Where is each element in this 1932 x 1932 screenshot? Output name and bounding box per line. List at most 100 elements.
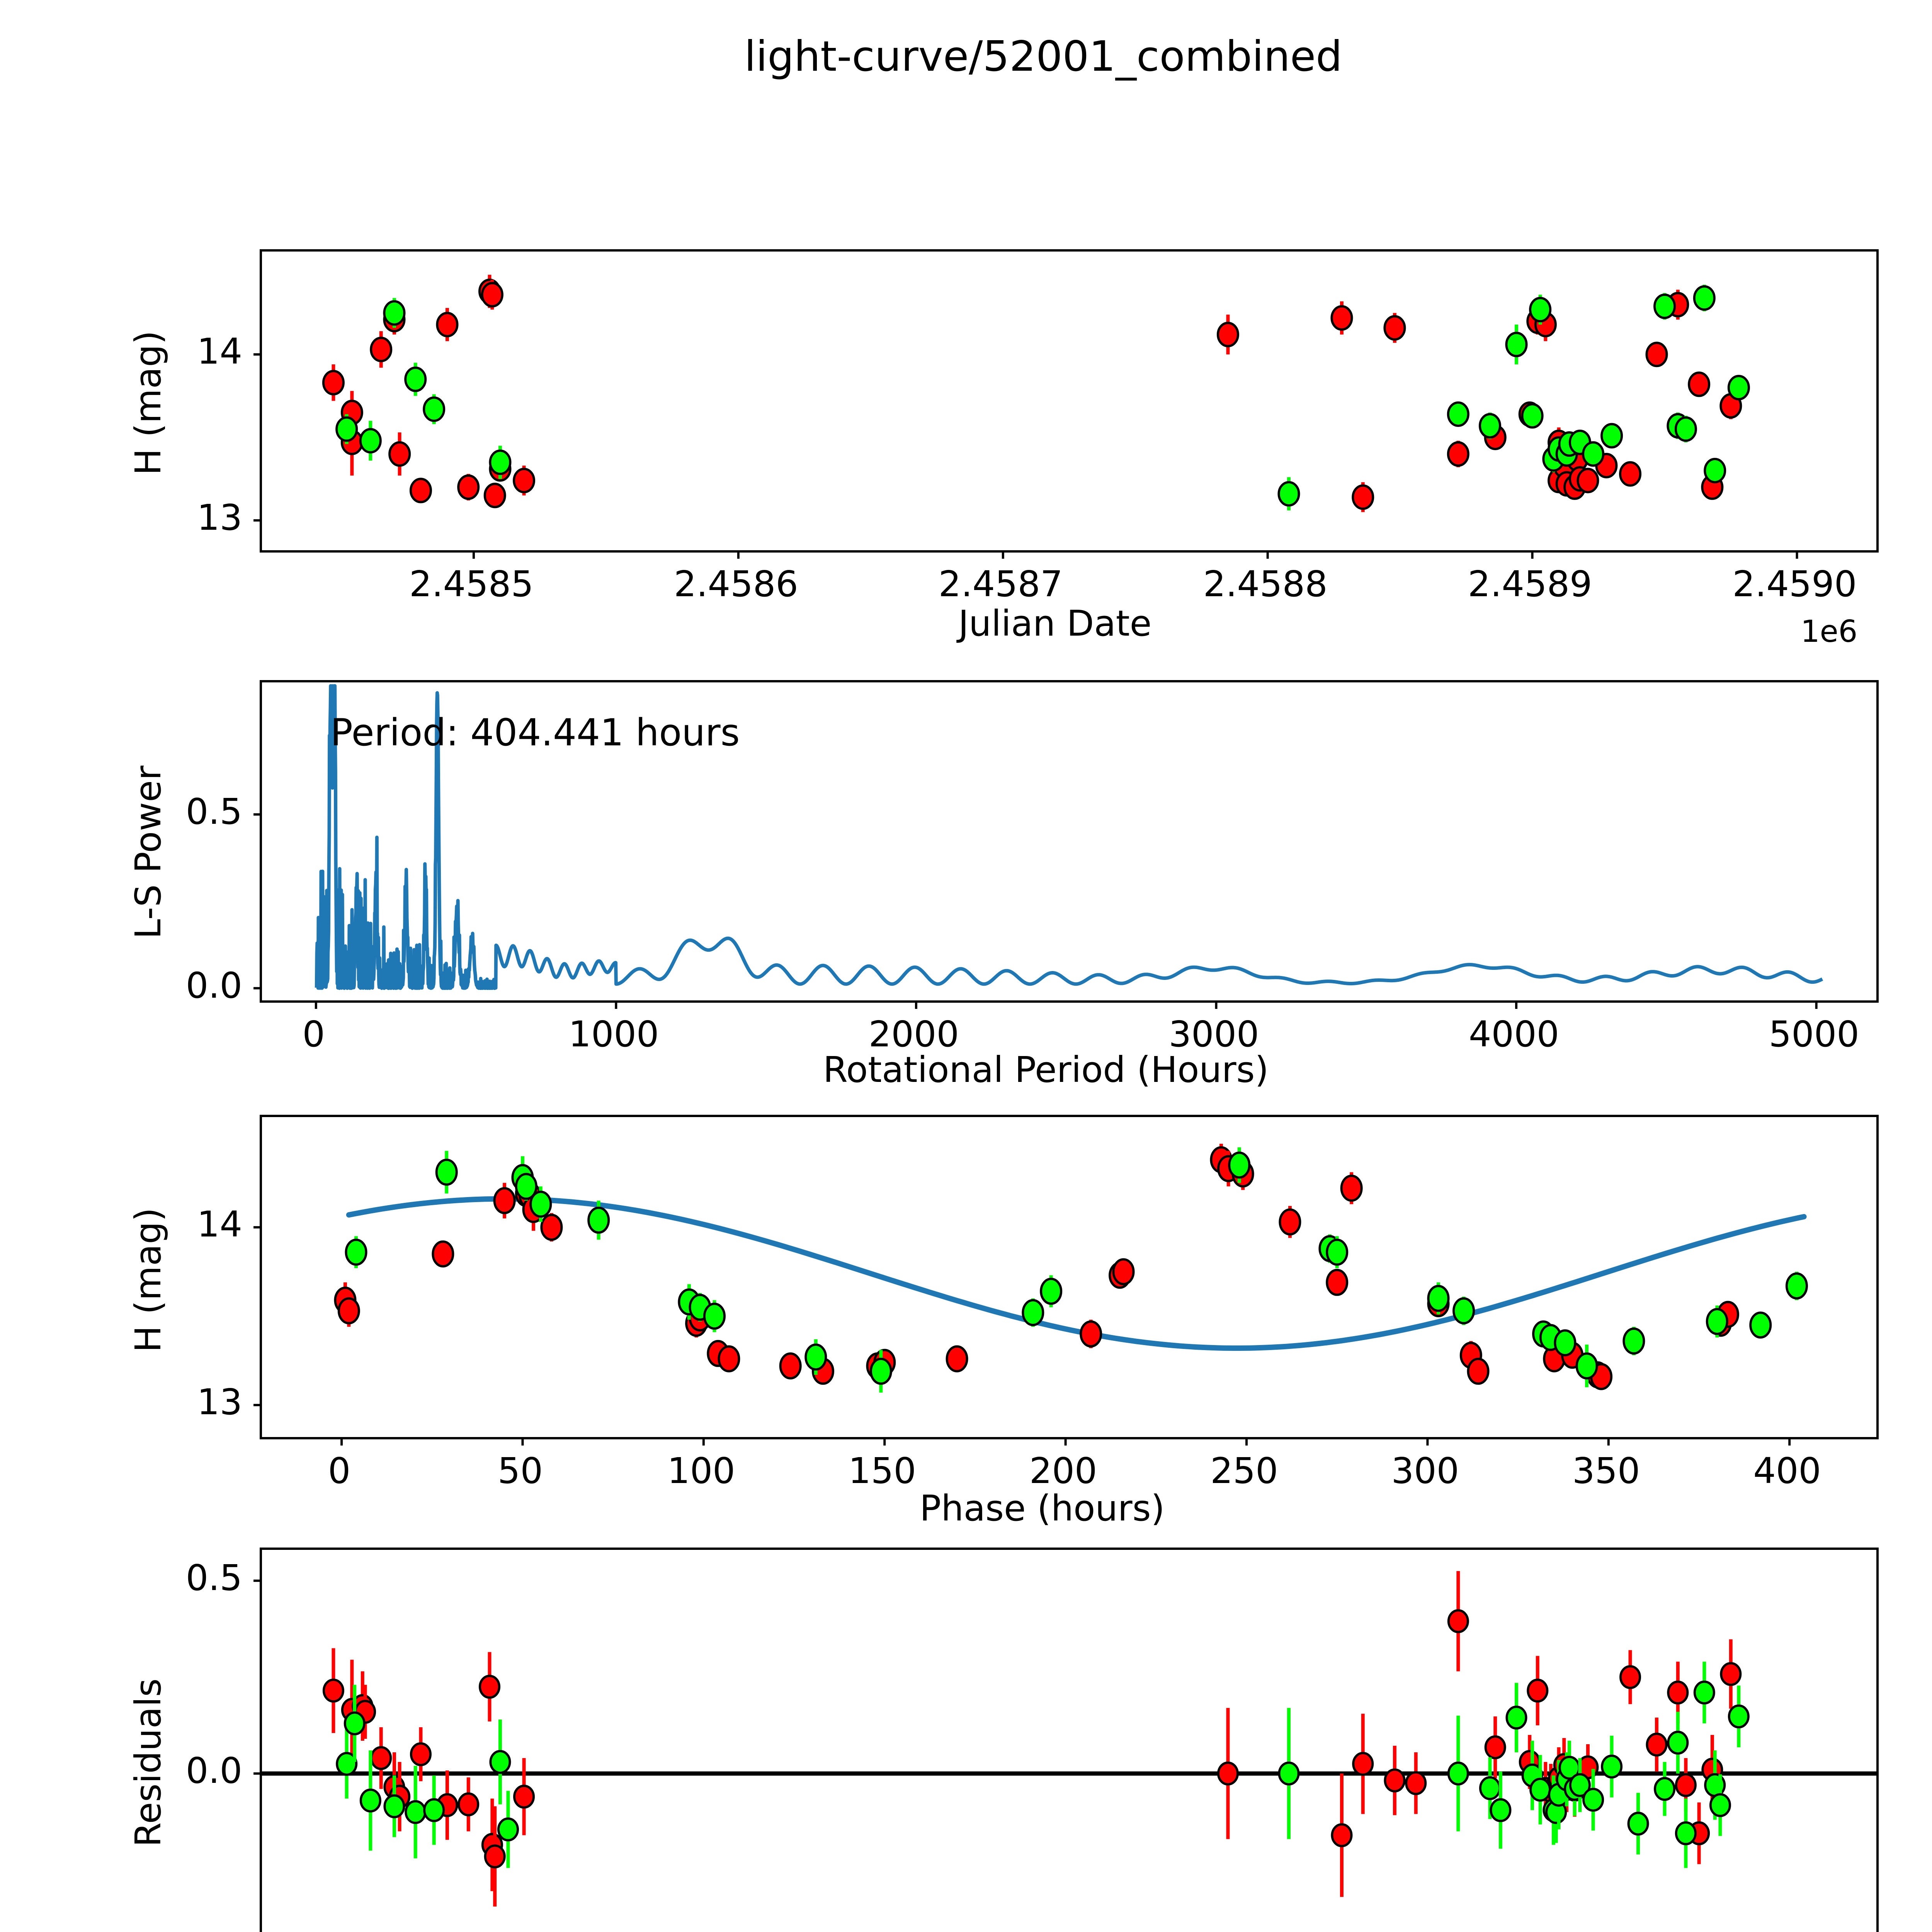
data-point xyxy=(1505,1706,1527,1730)
data-point xyxy=(529,1190,552,1218)
data-point xyxy=(1619,461,1642,487)
data-point xyxy=(1693,1680,1715,1705)
data-point xyxy=(1627,1811,1649,1836)
lightcurve-ytick-0: 13 xyxy=(197,497,242,538)
data-point xyxy=(322,370,345,396)
data-point xyxy=(1278,1761,1300,1786)
data-point xyxy=(703,1303,726,1330)
data-point xyxy=(1479,1776,1501,1800)
data-point xyxy=(946,1345,968,1372)
data-point xyxy=(1277,481,1300,507)
data-point xyxy=(513,1784,535,1809)
lightcurve-ytick-1: 14 xyxy=(197,331,242,372)
residuals-ytick-0: 0.0 xyxy=(185,1750,242,1791)
data-point xyxy=(1405,1771,1427,1795)
data-point xyxy=(1577,468,1599,493)
lightcurve-xtick-4: 2.4589 xyxy=(1468,563,1592,605)
data-point xyxy=(1667,1680,1689,1705)
data-point xyxy=(1216,321,1239,347)
data-point xyxy=(1228,1151,1251,1179)
data-point xyxy=(1575,1352,1598,1379)
data-point xyxy=(388,441,411,467)
data-point xyxy=(1490,1798,1512,1822)
periodogram-xtick-4: 4000 xyxy=(1469,1014,1560,1055)
data-point xyxy=(383,1794,405,1818)
data-point xyxy=(1447,1761,1469,1786)
data-point xyxy=(1447,1609,1469,1633)
data-point xyxy=(1217,1761,1239,1786)
data-point xyxy=(1479,413,1502,439)
residuals-ylabel: Residuals xyxy=(128,1678,169,1847)
data-point xyxy=(345,1238,367,1266)
data-point xyxy=(481,282,503,308)
data-point xyxy=(587,1206,610,1234)
phase-xtick-5: 250 xyxy=(1210,1450,1278,1492)
phase-folded-plot-area xyxy=(253,1144,1808,1446)
phase-ytick-0: 13 xyxy=(197,1381,242,1423)
residuals-ytick-1: 0.5 xyxy=(185,1557,242,1599)
data-point xyxy=(515,1173,537,1200)
data-point xyxy=(1582,441,1605,467)
data-point xyxy=(1527,1679,1549,1703)
lightcurve-xtick-2: 2.4587 xyxy=(938,563,1063,605)
data-point xyxy=(435,1158,458,1186)
data-point xyxy=(1674,416,1697,442)
series-green xyxy=(345,1147,1808,1393)
periodogram-ylabel: L-S Power xyxy=(128,765,169,939)
data-point xyxy=(1080,1320,1102,1348)
data-point xyxy=(1554,1329,1577,1357)
data-point xyxy=(1447,401,1469,427)
data-point xyxy=(1688,371,1711,397)
periodogram-xlabel: Rotational Period (Hours) xyxy=(823,1049,1269,1090)
lightcurve-xtick-3: 2.4588 xyxy=(1203,563,1328,605)
phase-xtick-3: 150 xyxy=(848,1450,917,1492)
data-point xyxy=(1654,1777,1676,1801)
series-green xyxy=(336,1662,1750,1868)
data-point xyxy=(1521,403,1544,429)
residuals-plot-area xyxy=(253,1571,1876,1907)
data-point xyxy=(409,478,432,503)
data-point xyxy=(1667,1731,1689,1755)
data-point xyxy=(483,483,506,509)
data-point xyxy=(359,428,382,454)
data-point xyxy=(383,300,406,326)
data-point xyxy=(1529,1777,1551,1802)
data-point xyxy=(1112,1258,1135,1286)
periodogram-panel xyxy=(253,680,1879,1009)
lightcurve-x-offset: 1e6 xyxy=(1801,614,1858,649)
phase-folded-panel xyxy=(253,1115,1879,1446)
data-point xyxy=(489,1750,511,1774)
data-point xyxy=(335,416,358,442)
data-point xyxy=(493,1187,516,1214)
data-point xyxy=(405,1800,427,1824)
data-point xyxy=(1331,1823,1353,1847)
phase-xtick-8: 400 xyxy=(1753,1450,1821,1492)
residuals-panel xyxy=(253,1548,1879,1932)
data-point xyxy=(1427,1285,1450,1312)
data-point xyxy=(1704,457,1726,483)
data-point xyxy=(1728,1704,1750,1729)
data-point xyxy=(1709,1793,1731,1817)
periodogram-ytick-0: 0.0 xyxy=(185,964,242,1006)
data-point xyxy=(1749,1311,1772,1339)
data-point xyxy=(1720,1662,1742,1686)
data-point xyxy=(1452,1297,1475,1325)
data-point xyxy=(1022,1299,1044,1326)
periodogram-plot-area xyxy=(253,684,1824,1009)
data-point xyxy=(1326,1269,1349,1296)
data-point xyxy=(804,1344,827,1371)
data-point xyxy=(1383,315,1406,341)
period-annotation: Period: 404.441 hours xyxy=(330,711,740,754)
data-point xyxy=(484,1844,506,1869)
data-point xyxy=(489,449,512,475)
data-point xyxy=(1340,1175,1363,1202)
data-point xyxy=(513,468,536,493)
phase-xtick-1: 50 xyxy=(497,1450,543,1492)
data-point xyxy=(322,1679,344,1703)
data-point xyxy=(359,1788,381,1813)
periodogram-ytick-1: 0.5 xyxy=(185,791,242,832)
data-point xyxy=(779,1352,802,1379)
data-point xyxy=(1384,1768,1406,1793)
figure-title: light-curve/52001_combined xyxy=(744,32,1342,81)
